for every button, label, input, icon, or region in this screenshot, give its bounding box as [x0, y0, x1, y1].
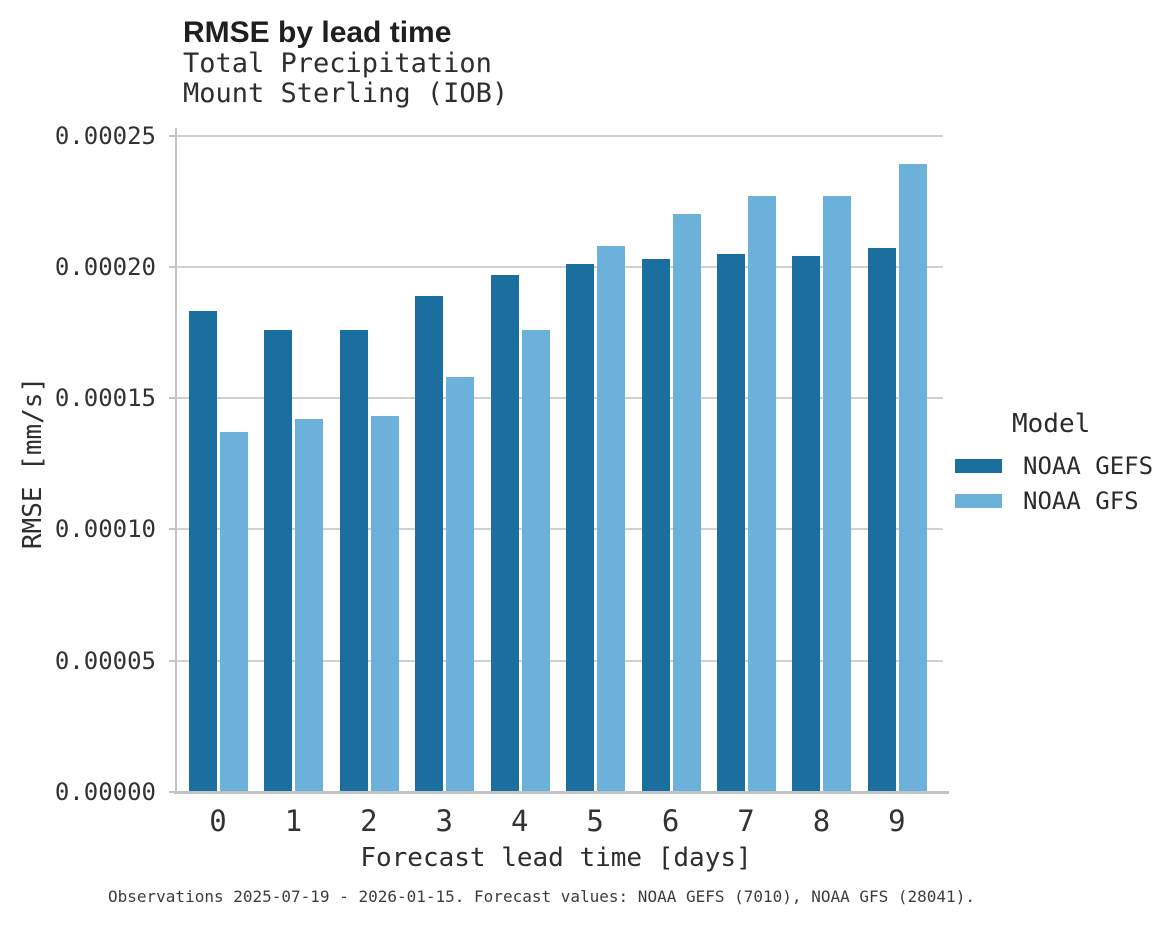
- bar-noaa-gfs-day-0: [220, 432, 248, 792]
- legend-swatch: [955, 493, 1002, 508]
- bar-noaa-gfs-day-2: [370, 416, 399, 792]
- chart-subtitle: Total Precipitation Mount Sterling (IOB): [183, 49, 508, 108]
- y-tick-mark: [169, 659, 176, 662]
- x-axis-label: Forecast lead time [days]: [360, 843, 752, 873]
- legend-swatch: [955, 458, 1002, 473]
- y-tick-label: 0.00005: [54, 646, 156, 675]
- bar-noaa-gfs-day-6: [672, 214, 701, 792]
- bar-noaa-gfs-day-4: [521, 329, 550, 792]
- gridline: [176, 528, 943, 531]
- y-tick-label: 0.00010: [54, 515, 156, 544]
- y-tick-label: 0.00000: [54, 778, 156, 806]
- chart-subtitle-line1: Total Precipitation: [183, 48, 492, 79]
- gridline: [176, 265, 943, 268]
- bar-noaa-gefs-day-9: [867, 248, 896, 792]
- bar-noaa-gefs-day-6: [641, 258, 670, 792]
- x-tick-label: 7: [737, 804, 755, 838]
- bar-noaa-gefs-day-3: [415, 295, 444, 792]
- gridline: [176, 134, 943, 137]
- gridline: [176, 659, 943, 662]
- x-tick-label: 8: [812, 804, 831, 838]
- legend-label: NOAA GFS: [1023, 486, 1139, 515]
- bar-noaa-gfs-day-8: [823, 195, 852, 792]
- footer-caption: Observations 2025-07-19 - 2026-01-15. Fo…: [108, 887, 975, 906]
- x-tick-label: 6: [661, 804, 680, 838]
- y-tick-mark: [169, 791, 176, 793]
- x-tick-label: 9: [888, 804, 906, 838]
- chart-subtitle-line2: Mount Sterling (IOB): [183, 77, 509, 109]
- y-tick-label: 0.00015: [54, 384, 156, 413]
- bar-noaa-gefs-day-7: [717, 253, 745, 792]
- y-tick-label: 0.00020: [54, 252, 156, 281]
- bar-noaa-gefs-day-4: [490, 274, 519, 792]
- bar-noaa-gfs-day-7: [748, 195, 776, 792]
- legend-title: Model: [1012, 409, 1091, 439]
- x-tick-label: 4: [510, 804, 529, 838]
- bar-noaa-gfs-day-9: [898, 164, 927, 792]
- bar-noaa-gfs-day-3: [446, 377, 475, 792]
- legend-label: NOAA GEFS: [1023, 451, 1154, 480]
- bar-noaa-gefs-day-1: [264, 329, 293, 792]
- legend-entry-noaa-gefs: NOAA GEFS: [955, 448, 1170, 483]
- legend-entry-noaa-gfs: NOAA GFS: [955, 483, 1170, 518]
- bar-noaa-gefs-day-5: [566, 264, 595, 792]
- y-tick-mark: [169, 528, 176, 531]
- y-axis-label: RMSE [mm/s]: [18, 376, 48, 550]
- bar-noaa-gefs-day-0: [189, 311, 217, 792]
- y-tick-mark: [169, 397, 176, 400]
- x-axis-spine: [174, 791, 949, 794]
- bar-noaa-gefs-day-2: [339, 329, 368, 792]
- x-tick-label: 1: [284, 804, 303, 838]
- chart-title: RMSE by lead time: [183, 16, 452, 49]
- y-tick-label: 0.00025: [54, 121, 156, 150]
- x-tick-label: 3: [435, 804, 454, 838]
- bar-noaa-gefs-day-8: [792, 256, 821, 792]
- bar-noaa-gfs-day-5: [597, 245, 626, 792]
- y-tick-mark: [169, 265, 176, 268]
- legend: Model NOAA GEFS NOAA GFS: [955, 410, 1170, 518]
- y-tick-mark: [169, 134, 176, 137]
- y-axis-spine: [175, 128, 177, 793]
- x-tick-label: 5: [586, 804, 604, 838]
- x-tick-label: 0: [209, 804, 227, 838]
- gridline: [176, 397, 943, 400]
- x-tick-label: 2: [360, 804, 378, 838]
- bar-noaa-gfs-day-1: [295, 419, 324, 792]
